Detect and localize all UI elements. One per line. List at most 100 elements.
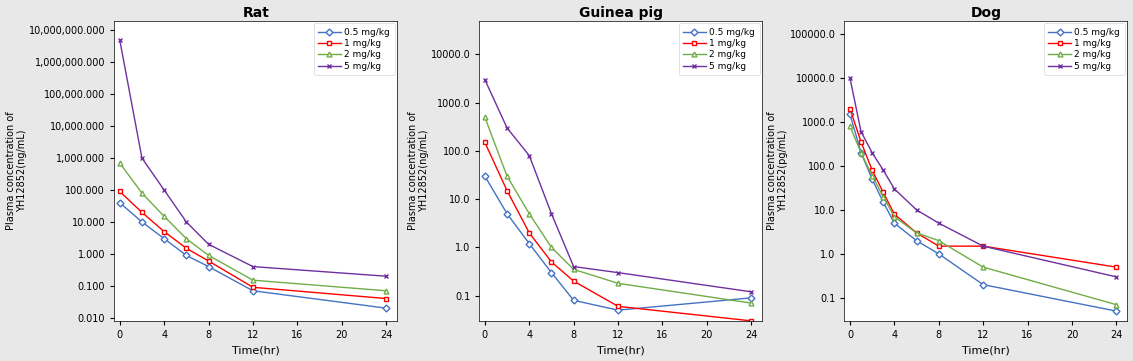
Line: 0.5 mg/kg: 0.5 mg/kg [483,174,753,313]
Line: 0.5 mg/kg: 0.5 mg/kg [847,112,1118,314]
Legend: 0.5 mg/kg, 1 mg/kg, 2 mg/kg, 5 mg/kg: 0.5 mg/kg, 1 mg/kg, 2 mg/kg, 5 mg/kg [1043,23,1125,75]
2 mg/kg [1109,303,1123,307]
2 mg/kg [246,278,259,282]
Line: 5 mg/kg: 5 mg/kg [118,38,389,279]
Line: 2 mg/kg: 2 mg/kg [483,115,753,305]
Y-axis label: Plasma concentration of
YH12852(ng/mL): Plasma concentration of YH12852(ng/mL) [6,112,27,230]
Line: 1 mg/kg: 1 mg/kg [483,140,753,323]
5 mg/kg [887,187,901,191]
1 mg/kg [566,279,580,283]
1 mg/kg [478,140,492,145]
0.5 mg/kg [611,308,624,312]
1 mg/kg [932,244,946,248]
1 mg/kg [887,212,901,216]
5 mg/kg [566,264,580,269]
Legend: 0.5 mg/kg, 1 mg/kg, 2 mg/kg, 5 mg/kg: 0.5 mg/kg, 1 mg/kg, 2 mg/kg, 5 mg/kg [679,23,759,75]
2 mg/kg [866,174,879,178]
5 mg/kg [478,78,492,82]
5 mg/kg [380,274,393,278]
2 mg/kg [744,301,758,305]
Title: Guinea pig: Guinea pig [579,5,663,19]
1 mg/kg [977,244,990,248]
5 mg/kg [854,130,868,134]
1 mg/kg [202,259,215,263]
2 mg/kg [157,214,171,218]
1 mg/kg [380,296,393,301]
1 mg/kg [744,319,758,323]
Line: 2 mg/kg: 2 mg/kg [118,161,389,293]
2 mg/kg [478,115,492,119]
0.5 mg/kg [887,221,901,225]
X-axis label: Time(hr): Time(hr) [597,345,645,356]
2 mg/kg [179,236,193,241]
2 mg/kg [202,253,215,257]
Y-axis label: Plasma concentration of
YH12852(ng/mL): Plasma concentration of YH12852(ng/mL) [408,112,429,230]
0.5 mg/kg [854,151,868,155]
5 mg/kg [1109,275,1123,279]
1 mg/kg [179,246,193,251]
2 mg/kg [910,231,923,235]
5 mg/kg [246,265,259,269]
0.5 mg/kg [566,298,580,303]
1 mg/kg [611,304,624,309]
0.5 mg/kg [522,242,536,246]
Title: Rat: Rat [242,5,270,19]
Line: 0.5 mg/kg: 0.5 mg/kg [118,200,389,310]
Legend: 0.5 mg/kg, 1 mg/kg, 2 mg/kg, 5 mg/kg: 0.5 mg/kg, 1 mg/kg, 2 mg/kg, 5 mg/kg [314,23,394,75]
0.5 mg/kg [135,220,148,224]
0.5 mg/kg [545,270,559,275]
5 mg/kg [179,220,193,224]
Line: 5 mg/kg: 5 mg/kg [847,75,1118,279]
5 mg/kg [744,290,758,294]
2 mg/kg [887,214,901,219]
2 mg/kg [501,174,514,178]
0.5 mg/kg [977,282,990,287]
Line: 1 mg/kg: 1 mg/kg [118,189,389,301]
Line: 2 mg/kg: 2 mg/kg [847,124,1118,307]
1 mg/kg [854,140,868,144]
5 mg/kg [545,212,559,216]
2 mg/kg [380,288,393,293]
5 mg/kg [522,153,536,158]
2 mg/kg [611,281,624,286]
1 mg/kg [157,229,171,234]
1 mg/kg [910,231,923,235]
2 mg/kg [977,265,990,269]
1 mg/kg [866,168,879,172]
5 mg/kg [977,244,990,248]
0.5 mg/kg [478,174,492,178]
5 mg/kg [932,221,946,225]
2 mg/kg [877,195,891,199]
1 mg/kg [246,285,259,290]
5 mg/kg [611,270,624,275]
0.5 mg/kg [157,236,171,241]
5 mg/kg [501,126,514,130]
5 mg/kg [135,156,148,160]
0.5 mg/kg [932,252,946,256]
X-axis label: Time(hr): Time(hr) [962,345,1010,356]
Y-axis label: Plasma concentration of
YH12852(pg/mL): Plasma concentration of YH12852(pg/mL) [767,112,789,230]
2 mg/kg [854,151,868,155]
5 mg/kg [113,38,127,42]
0.5 mg/kg [910,239,923,243]
0.5 mg/kg [246,288,259,293]
5 mg/kg [202,242,215,247]
0.5 mg/kg [866,177,879,181]
Line: 1 mg/kg: 1 mg/kg [847,106,1118,270]
1 mg/kg [501,188,514,193]
Title: Dog: Dog [971,5,1002,19]
Line: 5 mg/kg: 5 mg/kg [483,77,753,294]
X-axis label: Time(hr): Time(hr) [232,345,280,356]
0.5 mg/kg [501,212,514,216]
5 mg/kg [157,188,171,192]
0.5 mg/kg [1109,309,1123,313]
0.5 mg/kg [843,112,857,116]
2 mg/kg [932,239,946,243]
5 mg/kg [877,168,891,172]
0.5 mg/kg [380,306,393,310]
5 mg/kg [843,76,857,80]
1 mg/kg [545,260,559,264]
0.5 mg/kg [744,296,758,300]
5 mg/kg [910,208,923,212]
2 mg/kg [843,124,857,129]
